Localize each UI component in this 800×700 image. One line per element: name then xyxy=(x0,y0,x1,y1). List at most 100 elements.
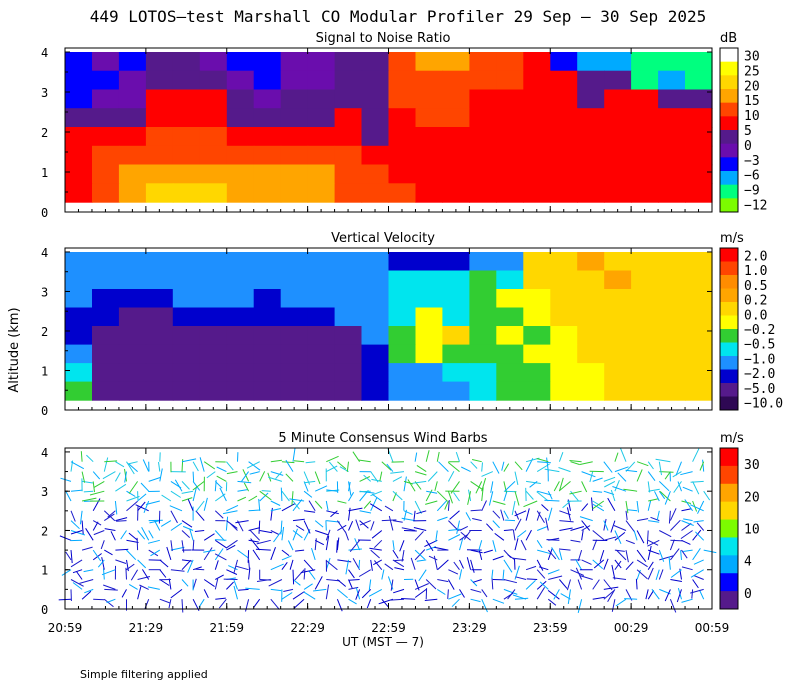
wind-barb xyxy=(544,499,560,502)
wind-barb xyxy=(604,480,616,488)
heatmap-cell xyxy=(550,381,578,401)
heatmap-cell xyxy=(65,270,93,290)
heatmap-cell xyxy=(658,145,686,166)
colorbar-frame xyxy=(719,247,739,411)
wind-barb xyxy=(270,530,280,535)
wind-barb xyxy=(137,559,147,569)
wind-barb xyxy=(159,468,163,482)
wind-barb xyxy=(370,497,378,512)
wind-barb xyxy=(168,578,172,590)
wind-barb xyxy=(170,490,181,498)
wind-barb xyxy=(363,474,372,482)
heatmap-cell xyxy=(442,270,470,290)
heatmap-cell xyxy=(307,127,336,147)
heatmap-cell xyxy=(631,52,659,72)
wind-barb xyxy=(503,463,510,472)
heatmap-cell xyxy=(92,89,120,109)
wind-barb xyxy=(292,569,295,585)
colorbar-swatch xyxy=(720,329,738,343)
wind-barb xyxy=(83,490,94,493)
wind-barb xyxy=(690,569,704,578)
wind-barb xyxy=(455,451,460,462)
heatmap-cell xyxy=(172,381,201,401)
heatmap-cell xyxy=(496,289,524,309)
wind-barb xyxy=(121,589,127,598)
wind-barb xyxy=(181,481,190,490)
wind-barb xyxy=(633,530,638,541)
heatmap-cell xyxy=(65,363,93,383)
wind-barb xyxy=(647,471,656,481)
heatmap-cell xyxy=(92,70,120,91)
colorbar-swatch xyxy=(720,465,738,485)
heatmap-cell xyxy=(658,363,686,383)
wind-barb xyxy=(70,530,83,535)
wind-barb xyxy=(647,590,655,600)
wind-barb xyxy=(570,569,584,576)
wind-barb xyxy=(579,516,593,522)
heatmap-cell xyxy=(604,70,632,91)
heatmap-cell xyxy=(307,70,336,91)
wind-barb xyxy=(283,588,294,592)
wind-barb xyxy=(592,559,604,569)
wind-barb xyxy=(337,524,347,531)
wind-barb xyxy=(135,504,149,512)
wind-barb xyxy=(137,576,151,580)
heatmap-cell xyxy=(280,270,309,290)
wind-barb xyxy=(148,530,154,539)
wind-barb xyxy=(115,559,127,564)
heatmap-cell xyxy=(280,289,309,309)
wind-barb xyxy=(270,508,282,512)
colorbar-swatch xyxy=(720,130,738,145)
wind-barb xyxy=(219,487,227,502)
heatmap-cell xyxy=(92,344,120,364)
wind-barb xyxy=(416,464,427,473)
wind-barb xyxy=(359,520,371,526)
wind-barb xyxy=(107,510,116,518)
wind-barb xyxy=(668,510,671,524)
heatmap-cell xyxy=(253,326,282,346)
heatmap-cell xyxy=(415,127,444,147)
wind-barb xyxy=(536,569,546,579)
x-tick-label: 00:59 xyxy=(695,621,730,635)
wind-barb xyxy=(448,528,461,531)
wind-barb xyxy=(381,519,397,522)
wind-barb xyxy=(359,476,371,482)
wind-barb xyxy=(270,507,273,521)
heatmap-cell xyxy=(604,363,632,383)
heatmap-cell xyxy=(172,307,201,327)
heatmap-cell xyxy=(280,307,309,327)
heatmap-cell xyxy=(253,108,282,128)
colorbar-label: 4 xyxy=(744,555,752,570)
heatmap-cell xyxy=(496,108,524,128)
heatmap-cell xyxy=(226,326,255,346)
heatmap-cell xyxy=(361,307,390,327)
heatmap-cell xyxy=(334,307,363,327)
heatmap-cell xyxy=(65,108,93,128)
wind-barb xyxy=(70,489,83,492)
wind-barb xyxy=(70,520,80,530)
wind-barb xyxy=(437,516,448,522)
wind-barb xyxy=(702,459,705,472)
wind-barb xyxy=(169,505,183,512)
heatmap-cell xyxy=(415,307,444,327)
wind-barb xyxy=(390,471,405,474)
wind-barb xyxy=(577,549,583,562)
wind-barb xyxy=(142,459,150,472)
colorbar-unit: dB xyxy=(720,31,737,46)
heatmap-cell xyxy=(307,363,336,383)
wind-barb xyxy=(514,597,529,600)
wind-barb xyxy=(92,471,101,480)
wind-barb xyxy=(268,476,283,482)
wind-barb xyxy=(684,499,694,512)
wind-barb xyxy=(203,589,209,599)
heatmap-cell xyxy=(226,270,255,290)
y-tick-label: 0 xyxy=(41,603,48,617)
wind-barb xyxy=(692,579,699,589)
wind-barb xyxy=(248,495,258,502)
wind-barb xyxy=(326,560,338,571)
heatmap-cell xyxy=(118,344,147,364)
wind-barb xyxy=(336,537,340,551)
wind-barb xyxy=(447,471,455,482)
heatmap-cell xyxy=(65,70,93,91)
wind-barb xyxy=(424,539,438,548)
